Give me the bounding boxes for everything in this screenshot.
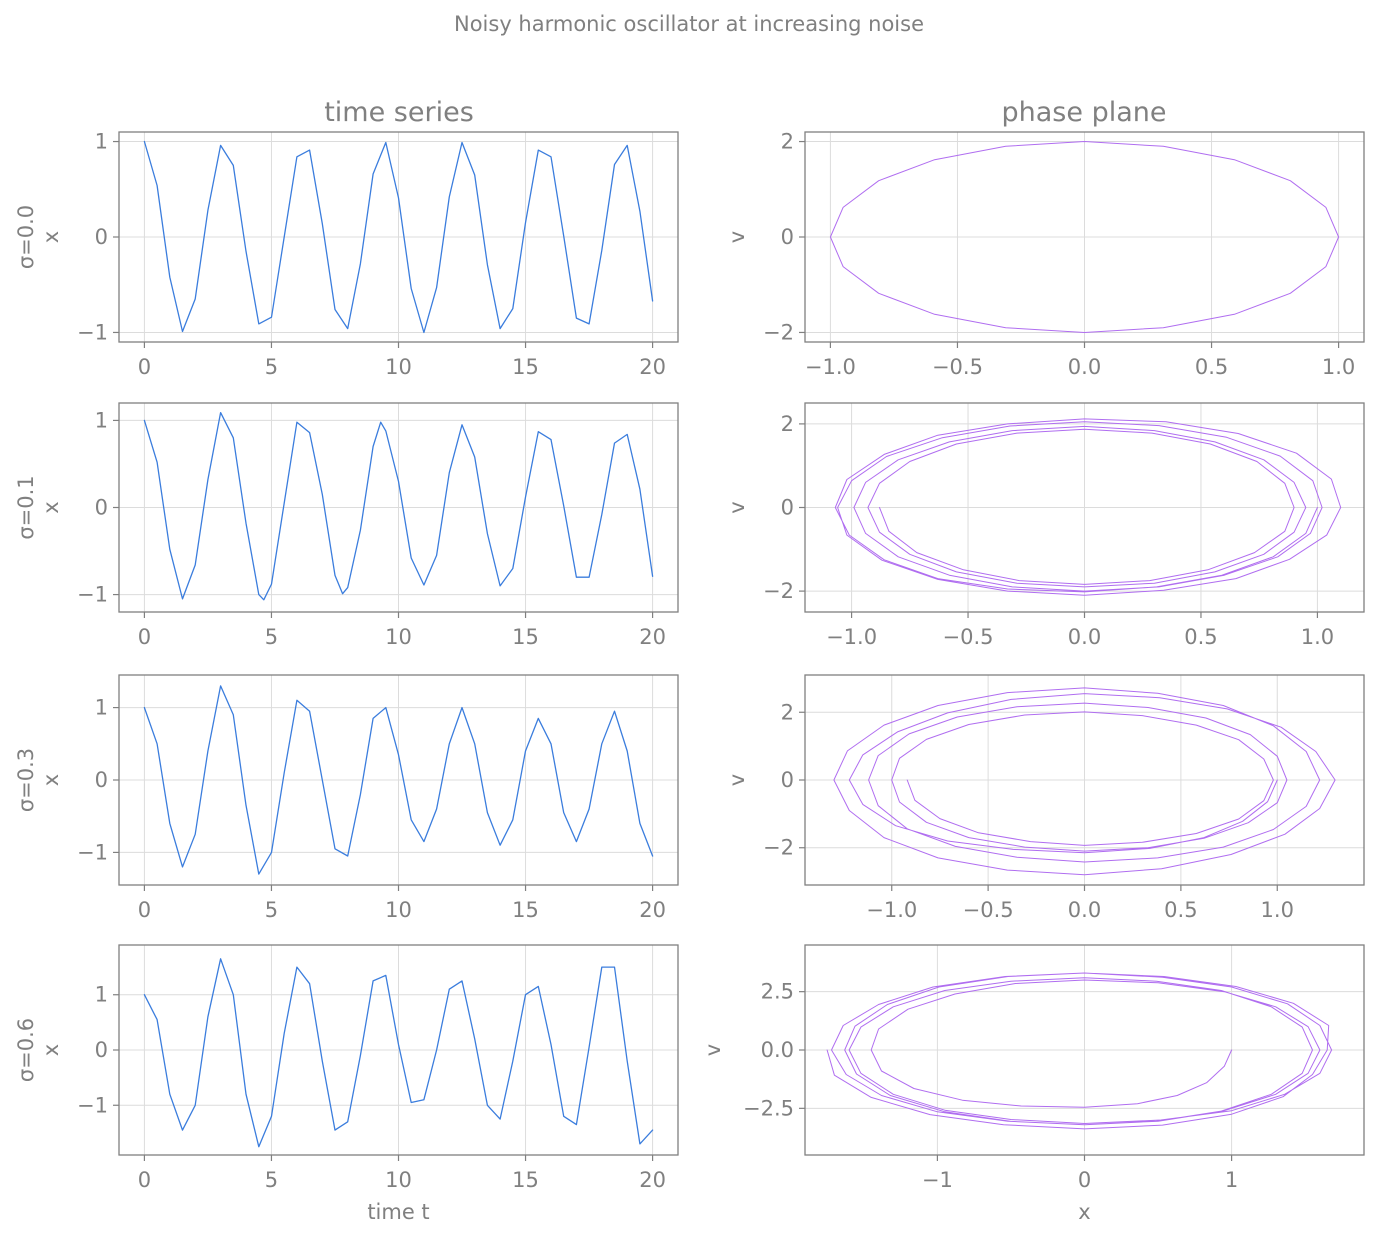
tick-label-x-r0-time-series-4: 20 [639, 355, 666, 379]
tick-label-x-r3-time-series-1: 5 [265, 1168, 278, 1192]
tick-label-x-r1-time-series-4: 20 [639, 625, 666, 649]
row-label-1: σ=0.1 [14, 475, 38, 539]
tick-label-y-r2-time-series-0: −1 [77, 840, 108, 864]
tick-label-y-r1-time-series-0: −1 [77, 583, 108, 607]
tick-label-x-r3-time-series-3: 15 [512, 1168, 539, 1192]
y-axis-label-r0-phase-plane: v [725, 231, 749, 243]
y-axis-label-r3-time-series: x [39, 1044, 63, 1056]
x-axis-label-r3-phase-plane: x [1078, 1200, 1090, 1224]
column-title-time-series: time series [324, 97, 474, 128]
tick-label-x-r3-time-series-4: 20 [639, 1168, 666, 1192]
tick-label-y-r1-phase-plane-1: 0 [781, 496, 794, 520]
series-line-r0-phase-plane-0 [829, 141, 1340, 333]
column-title-phase-plane: phase plane [1002, 97, 1167, 128]
y-axis-label-r3-phase-plane: v [701, 1044, 725, 1056]
tick-label-x-r2-phase-plane-3: 0.5 [1164, 898, 1197, 922]
row-label-3: σ=0.6 [14, 1018, 38, 1082]
tick-label-x-r2-time-series-2: 10 [385, 898, 412, 922]
series-line-r1-phase-plane-0 [834, 418, 1342, 596]
tick-label-x-r1-phase-plane-4: 1.0 [1301, 625, 1334, 649]
y-axis-label-r2-phase-plane: v [725, 774, 749, 786]
tick-label-y-r1-time-series-1: 0 [95, 496, 108, 520]
tick-label-y-r1-time-series-2: 1 [95, 408, 108, 432]
tick-label-x-r0-time-series-2: 10 [385, 355, 412, 379]
series-line-r0-time-series-0 [143, 140, 654, 334]
panel-r3-phase-plane: −1 0 1 −2.5 0.0 2.5 v x [701, 944, 1365, 1224]
tick-label-y-r1-phase-plane-2: 2 [781, 412, 794, 436]
tick-label-y-r3-time-series-1: 0 [95, 1038, 108, 1062]
tick-label-x-r2-time-series-3: 15 [512, 898, 539, 922]
series-line-r3-time-series-0 [143, 958, 654, 1148]
tick-label-y-r2-phase-plane-1: 0 [781, 768, 794, 792]
tick-label-x-r0-time-series-3: 15 [512, 355, 539, 379]
tick-label-x-r2-time-series-0: 0 [138, 898, 151, 922]
figure-suptitle: Noisy harmonic oscillator at increasing … [454, 12, 924, 36]
panel-r0-phase-plane: −1.0 −0.5 0.0 0.5 1.0 −2 0 2 v [725, 130, 1365, 379]
row-label-2: σ=0.3 [14, 748, 38, 812]
tick-label-x-r0-time-series-1: 5 [265, 355, 278, 379]
tick-label-y-r3-time-series-2: 1 [95, 983, 108, 1007]
tick-label-x-r3-phase-plane-1: 0 [1078, 1168, 1091, 1192]
tick-label-y-r0-time-series-0: −1 [77, 320, 108, 344]
tick-label-x-r3-phase-plane-0: −1 [922, 1168, 953, 1192]
series-line-r2-phase-plane-0 [833, 687, 1336, 876]
series-line-r2-time-series-0 [143, 685, 654, 875]
panel-r1-phase-plane: −1.0 −0.5 0.0 0.5 1.0 −2 0 2 v [725, 402, 1365, 649]
tick-label-y-r2-time-series-2: 1 [95, 696, 108, 720]
tick-label-x-r0-phase-plane-4: 1.0 [1322, 355, 1355, 379]
tick-label-x-r1-time-series-1: 5 [265, 625, 278, 649]
panel-r2-phase-plane: −1.0 −0.5 0.0 0.5 1.0 −2 0 2 v [725, 674, 1365, 922]
y-axis-label-r1-phase-plane: v [725, 501, 749, 513]
tick-label-y-r0-phase-plane-2: 2 [781, 130, 794, 154]
row-label-0: σ=0.0 [14, 205, 38, 269]
tick-label-y-r2-phase-plane-2: 2 [781, 700, 794, 724]
tick-label-x-r2-phase-plane-2: 0.0 [1068, 898, 1101, 922]
tick-label-x-r0-phase-plane-2: 0.0 [1068, 355, 1101, 379]
panel-r2-time-series: 0 5 10 15 20 −1 0 1 xσ=0.3 [14, 674, 679, 922]
y-axis-label-r1-time-series: x [39, 501, 63, 513]
tick-label-y-r2-phase-plane-0: −2 [763, 836, 794, 860]
tick-label-x-r3-time-series-0: 0 [138, 1168, 151, 1192]
tick-label-y-r3-phase-plane-0: −2.5 [743, 1096, 794, 1120]
series-line-r3-phase-plane-0 [826, 972, 1333, 1130]
tick-label-y-r0-time-series-2: 1 [95, 130, 108, 154]
tick-label-x-r2-time-series-4: 20 [639, 898, 666, 922]
tick-label-x-r2-phase-plane-0: −1.0 [866, 898, 917, 922]
panel-r3-time-series: 0 5 10 15 20 −1 0 1 xσ=0.6 time t [14, 944, 679, 1224]
tick-label-x-r0-phase-plane-1: −0.5 [932, 355, 983, 379]
tick-label-x-r2-time-series-1: 5 [265, 898, 278, 922]
y-axis-label-r0-time-series: x [39, 231, 63, 243]
tick-label-x-r1-time-series-2: 10 [385, 625, 412, 649]
tick-label-x-r1-phase-plane-2: 0.0 [1068, 625, 1101, 649]
tick-label-y-r0-phase-plane-0: −2 [763, 320, 794, 344]
tick-label-x-r2-phase-plane-4: 1.0 [1261, 898, 1294, 922]
panel-r1-time-series: 0 5 10 15 20 −1 0 1 xσ=0.1 [14, 402, 679, 649]
tick-label-x-r0-phase-plane-0: −1.0 [805, 355, 856, 379]
tick-label-x-r1-time-series-3: 15 [512, 625, 539, 649]
tick-label-y-r3-phase-plane-2: 2.5 [761, 980, 794, 1004]
tick-label-x-r3-phase-plane-2: 1 [1225, 1168, 1238, 1192]
tick-label-x-r2-phase-plane-1: −0.5 [963, 898, 1014, 922]
tick-label-y-r0-phase-plane-1: 0 [781, 225, 794, 249]
tick-label-x-r1-phase-plane-3: 0.5 [1184, 625, 1217, 649]
x-axis-label-r3-time-series: time t [367, 1200, 429, 1224]
panel-r0-time-series: 0 5 10 15 20 −1 0 1 xσ=0.0 [14, 130, 679, 379]
tick-label-y-r1-phase-plane-0: −2 [763, 579, 794, 603]
tick-label-x-r1-phase-plane-1: −0.5 [943, 625, 994, 649]
y-axis-label-r2-time-series: x [39, 774, 63, 786]
tick-label-x-r1-time-series-0: 0 [138, 625, 151, 649]
tick-label-y-r3-time-series-0: −1 [77, 1093, 108, 1117]
tick-label-x-r3-time-series-2: 10 [385, 1168, 412, 1192]
series-line-r1-time-series-0 [143, 411, 654, 601]
tick-label-x-r0-phase-plane-3: 0.5 [1195, 355, 1228, 379]
tick-label-y-r0-time-series-1: 0 [95, 225, 108, 249]
tick-label-y-r3-phase-plane-1: 0.0 [761, 1038, 794, 1062]
tick-label-x-r1-phase-plane-0: −1.0 [826, 625, 877, 649]
tick-label-x-r0-time-series-0: 0 [138, 355, 151, 379]
tick-label-y-r2-time-series-1: 0 [95, 768, 108, 792]
